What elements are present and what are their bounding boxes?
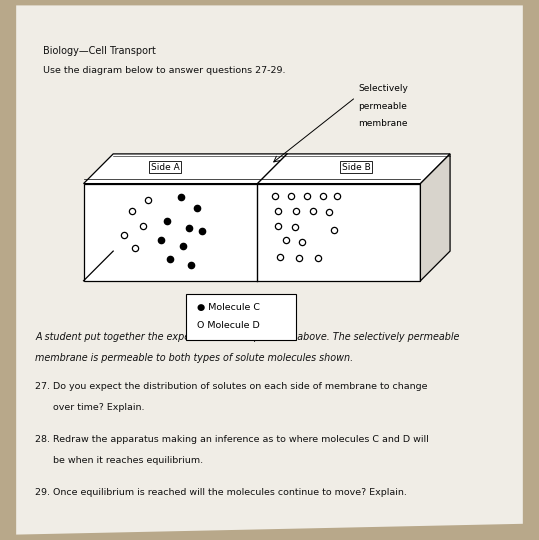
Text: 29. Once equilibrium is reached will the molecules continue to move? Explain.: 29. Once equilibrium is reached will the… [35,488,407,497]
Text: Selectively: Selectively [358,84,409,93]
FancyBboxPatch shape [186,294,296,340]
Text: 27. Do you expect the distribution of solutes on each side of membrane to change: 27. Do you expect the distribution of so… [35,382,427,392]
Polygon shape [84,154,450,184]
Text: Side B: Side B [342,163,370,172]
Text: Side A: Side A [151,163,179,172]
Text: A student put together the experimental setup shown above. The selectively perme: A student put together the experimental … [35,332,459,342]
Text: Biology—Cell Transport: Biology—Cell Transport [43,46,156,56]
Text: membrane is permeable to both types of solute molecules shown.: membrane is permeable to both types of s… [35,353,353,363]
Text: permeable: permeable [358,102,407,111]
Text: 28. Redraw the apparatus making an inference as to where molecules C and D will: 28. Redraw the apparatus making an infer… [35,435,429,444]
Polygon shape [84,184,420,281]
Text: membrane: membrane [358,119,408,129]
Polygon shape [420,154,450,281]
Polygon shape [16,5,523,535]
Text: Use the diagram below to answer questions 27-29.: Use the diagram below to answer question… [43,66,286,75]
Text: O Molecule D: O Molecule D [197,321,259,330]
Text: ● Molecule C: ● Molecule C [197,303,260,312]
Text: over time? Explain.: over time? Explain. [35,403,144,412]
Text: be when it reaches equilibrium.: be when it reaches equilibrium. [35,456,203,465]
